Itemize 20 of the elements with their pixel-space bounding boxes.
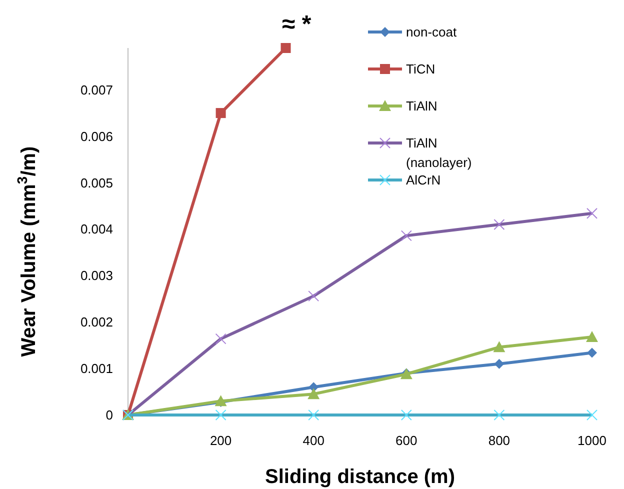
- legend-label: non-coat: [406, 24, 457, 40]
- y-tick-label: 0.004: [80, 222, 113, 237]
- x-tick-label: 1000: [578, 433, 606, 448]
- legend-label: AlCrN: [406, 172, 441, 188]
- y-tick-label: 0.002: [80, 314, 113, 330]
- legend-label: TiCN: [406, 62, 436, 77]
- y-tick-label: 0.007: [80, 82, 113, 98]
- x-tick-label: 600: [396, 433, 418, 448]
- y-tick-label: 0: [106, 408, 113, 423]
- legend-label: TiAlN (nanolayer): [406, 136, 472, 170]
- x-tick-label: 400: [302, 433, 324, 448]
- legend-label: TiAlN: [406, 98, 438, 114]
- x-axis-title: Sliding distance (m): [264, 466, 456, 488]
- y-tick-label: 0.006: [80, 128, 113, 144]
- y-tick-label: 0.003: [80, 268, 113, 284]
- y-tick-label: 0.005: [80, 175, 113, 190]
- y-tick-label: 0.001: [80, 361, 113, 376]
- text: ≈ *: [282, 11, 312, 38]
- x-tick-label: 200: [210, 433, 232, 448]
- x-tick-label: 800: [488, 433, 510, 448]
